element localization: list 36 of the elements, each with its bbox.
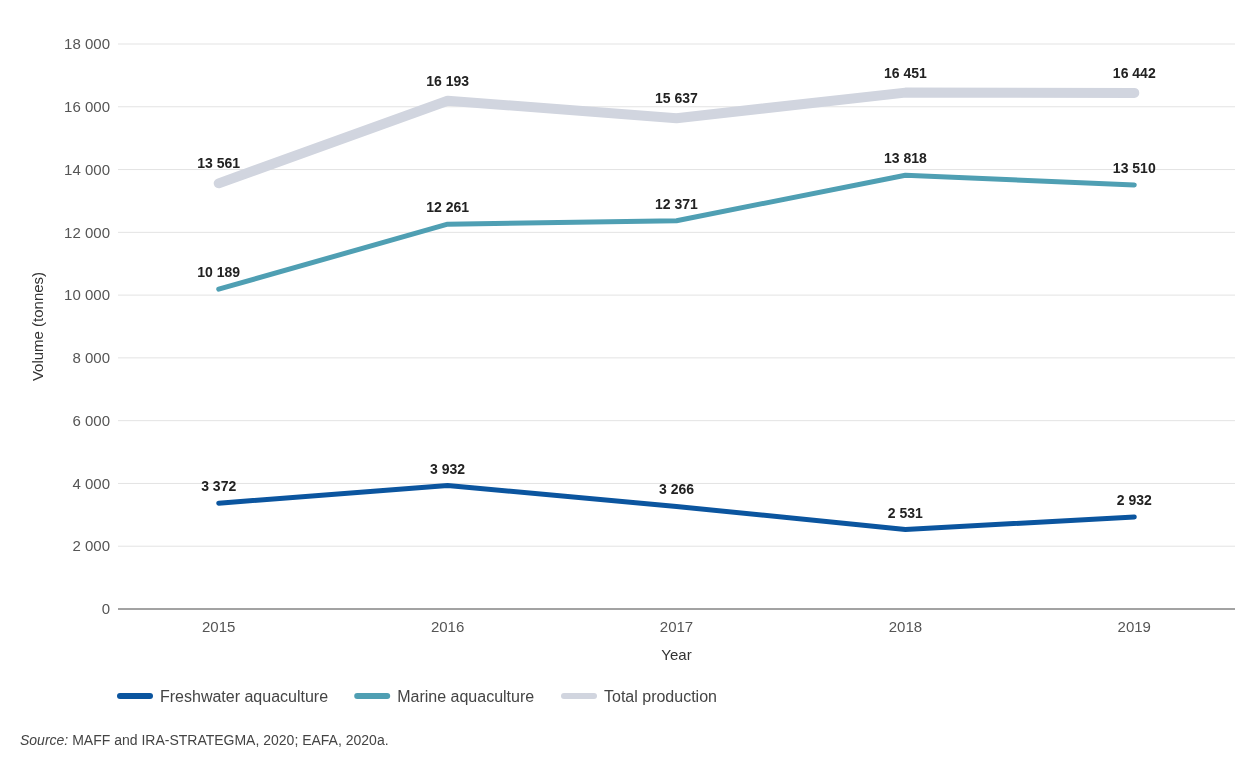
data-label: 16 442	[1112, 64, 1156, 81]
data-label: 12 371	[655, 195, 699, 212]
source-note: Source: MAFF and IRA-STRATEGMA, 2020; EAFA, 2020a.	[20, 732, 389, 748]
y-tick-label: 6 000	[72, 411, 110, 429]
y-tick-label: 0	[101, 600, 110, 618]
data-label: 13 818	[883, 150, 928, 167]
data-label: 3 372	[201, 478, 237, 495]
y-axis-title: Volume (tonnes)	[29, 271, 46, 382]
data-label: 16 193	[426, 72, 470, 89]
x-tick-label: 2017	[659, 618, 694, 635]
y-tick-label: 12 000	[64, 223, 110, 241]
data-label: 2 932	[1116, 491, 1153, 508]
y-tick-label: 4 000	[72, 474, 110, 492]
data-label: 13 510	[1112, 159, 1156, 176]
data-label: 15 637	[655, 90, 699, 107]
y-tick-label: 2 000	[72, 537, 110, 555]
x-tick-label: 2015	[202, 618, 236, 635]
data-label: 10 189	[197, 264, 241, 281]
legend-label: Total production	[604, 687, 717, 705]
legend-label: Freshwater aquaculture	[160, 687, 329, 705]
x-axis-title: Year	[661, 646, 692, 663]
x-tick-label: 2019	[1117, 618, 1151, 635]
data-label: 16 451	[883, 64, 928, 81]
y-tick-label: 18 000	[64, 35, 110, 53]
y-tick-label: 14 000	[64, 160, 110, 178]
data-label: 13 561	[197, 155, 241, 172]
x-tick-label: 2016	[430, 618, 465, 635]
y-tick-label: 8 000	[72, 349, 110, 367]
data-label: 12 261	[426, 199, 470, 216]
y-tick-label: 16 000	[64, 98, 110, 116]
data-label: 3 932	[430, 460, 466, 477]
x-tick-label: 2018	[888, 618, 923, 635]
data-label: 2 531	[887, 504, 924, 521]
y-tick-label: 10 000	[64, 286, 110, 304]
legend-label: Marine aquaculture	[397, 687, 535, 705]
data-label: 3 266	[658, 481, 695, 498]
